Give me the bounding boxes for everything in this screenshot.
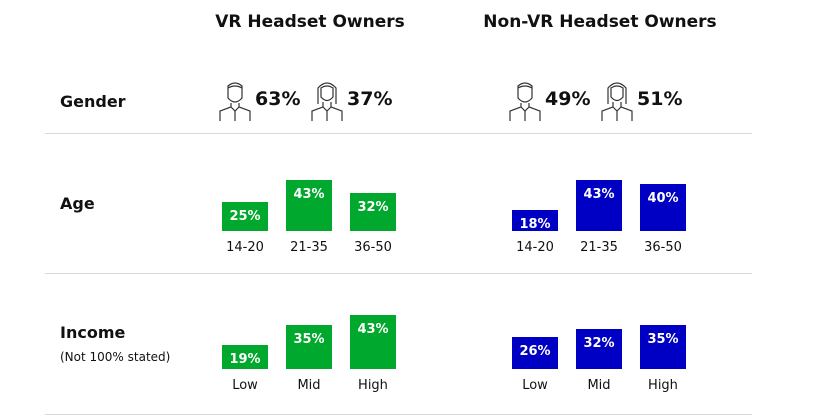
category-label-income: Mid — [587, 378, 611, 393]
category-label-income: High — [648, 378, 678, 393]
category-label-income: High — [358, 378, 388, 393]
divider — [45, 273, 752, 274]
category-label-age: 36-50 — [354, 240, 392, 255]
category-label-income: Low — [522, 378, 548, 393]
bar-income-1-1: 32% — [576, 329, 622, 369]
income-note: (Not 100% stated) — [60, 350, 171, 364]
male-pct-vr: 63% — [255, 88, 301, 110]
bar-age-0-1: 43% — [286, 180, 332, 231]
row-label-age: Age — [60, 194, 95, 213]
bar-income-1-0: 26% — [512, 336, 558, 369]
category-label-income: Low — [232, 378, 258, 393]
male-icon — [219, 82, 251, 121]
bar-income-0-0: 19% — [222, 345, 268, 369]
bar-age-1-0: 18% — [512, 209, 558, 232]
title-non-vr: Non-VR Headset Owners — [483, 12, 717, 32]
divider — [45, 414, 752, 415]
title-vr: VR Headset Owners — [215, 12, 405, 32]
category-label-age: 14-20 — [226, 240, 264, 255]
category-label-age: 36-50 — [644, 240, 682, 255]
bar-income-0-2: 43% — [350, 315, 396, 369]
female-icon — [601, 82, 633, 121]
bar-age-0-0: 25% — [222, 201, 268, 231]
bar-age-0-2: 32% — [350, 193, 396, 231]
female-pct-non-vr: 51% — [637, 88, 683, 110]
bar-age-1-1: 43% — [576, 180, 622, 231]
divider — [45, 133, 752, 134]
row-label-gender: Gender — [60, 92, 126, 111]
category-label-age: 21-35 — [580, 240, 618, 255]
bar-age-1-2: 40% — [640, 183, 686, 231]
category-label-age: 21-35 — [290, 240, 328, 255]
female-pct-vr: 37% — [347, 88, 393, 110]
male-pct-non-vr: 49% — [545, 88, 591, 110]
male-icon — [509, 82, 541, 121]
row-label-income: Income — [60, 323, 126, 342]
bar-income-0-1: 35% — [286, 325, 332, 369]
category-label-income: Mid — [297, 378, 321, 393]
bar-income-1-2: 35% — [640, 325, 686, 369]
female-icon — [311, 82, 343, 121]
category-label-age: 14-20 — [516, 240, 554, 255]
